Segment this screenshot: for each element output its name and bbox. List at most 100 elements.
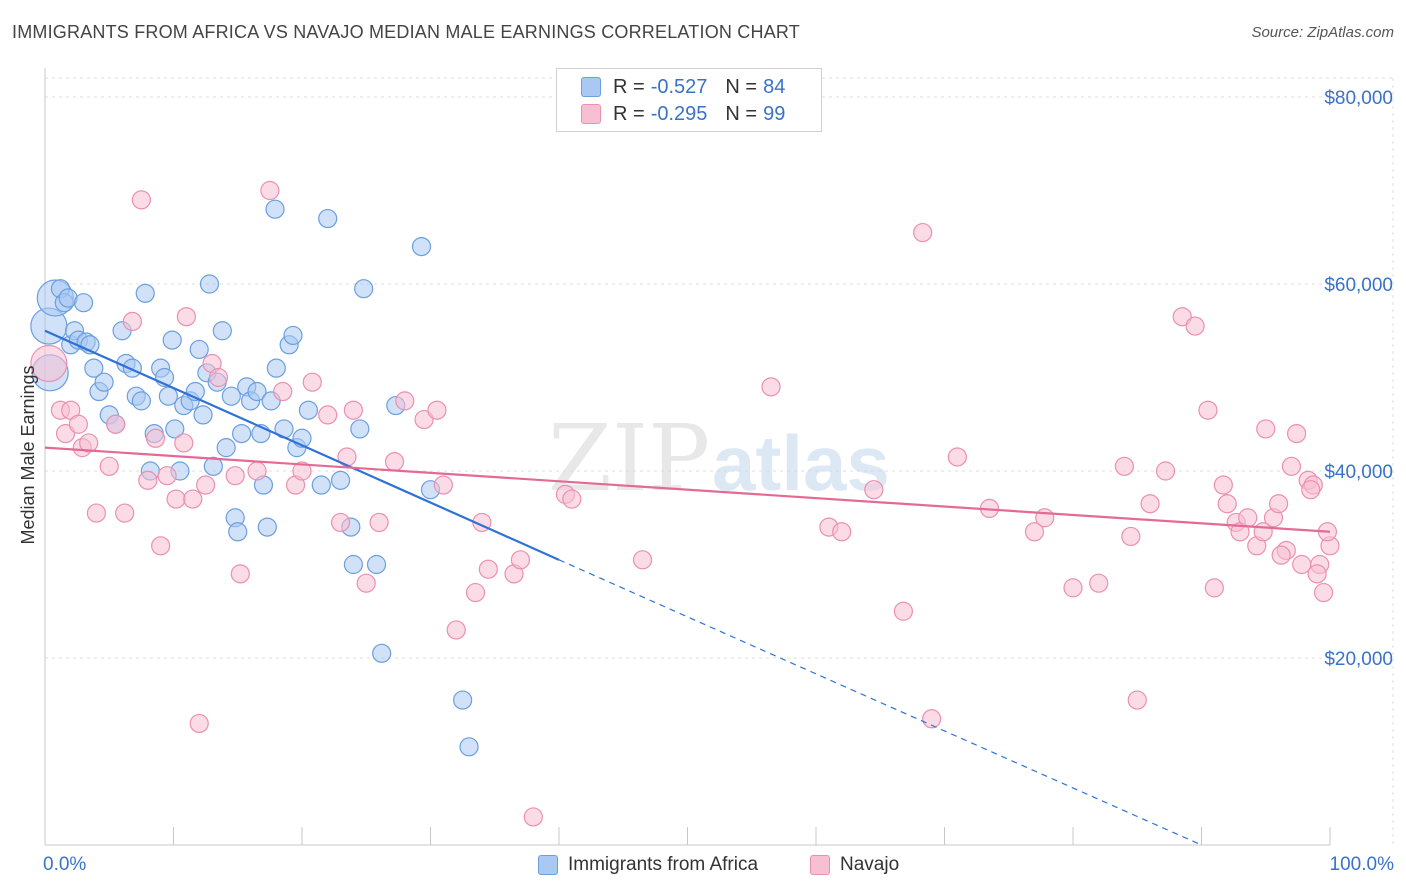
- point-africa: [199, 274, 220, 294]
- y-tick-label: $80,000: [1324, 88, 1393, 109]
- point-navajo: [523, 807, 543, 827]
- point-navajo: [1198, 400, 1218, 420]
- point-navajo: [131, 190, 151, 210]
- point-navajo: [138, 470, 158, 490]
- axis-labels: $20,000 $40,000 $60,000 $80,000 0.0% 100.0%: [43, 88, 1394, 875]
- axes: [44, 68, 1331, 846]
- legend-n-value: 99: [763, 102, 786, 125]
- point-navajo: [947, 447, 967, 467]
- point-navajo: [1204, 578, 1224, 598]
- point-navajo: [151, 536, 171, 556]
- point-africa: [122, 358, 142, 378]
- point-navajo: [632, 550, 653, 570]
- point-navajo: [1089, 573, 1109, 593]
- point-navajo: [157, 466, 177, 486]
- point-navajo: [55, 424, 76, 444]
- point-navajo: [1114, 456, 1135, 476]
- y-tick-label: $20,000: [1324, 649, 1393, 670]
- point-africa: [221, 386, 241, 406]
- point-navajo: [1217, 494, 1237, 514]
- point-navajo: [1024, 522, 1045, 542]
- chart-title: IMMIGRANTS FROM AFRICA VS NAVAJO MEDIAN …: [12, 22, 800, 42]
- point-africa: [94, 372, 114, 392]
- point-navajo: [761, 377, 781, 397]
- point-navajo: [395, 391, 415, 411]
- point-navajo: [260, 180, 280, 201]
- legend-row-navajo: R = -0.295 N = 99: [581, 100, 785, 128]
- point-navajo: [1271, 545, 1291, 565]
- point-navajo: [330, 512, 351, 533]
- point-africa: [193, 405, 213, 425]
- point-africa: [228, 522, 248, 542]
- point-navajo: [208, 367, 229, 388]
- point-navajo: [174, 433, 194, 453]
- point-navajo: [1256, 419, 1276, 439]
- point-navajo: [384, 452, 405, 472]
- point-navajo: [1286, 424, 1307, 444]
- legend-n-label: N =: [725, 75, 758, 98]
- point-navajo: [356, 573, 376, 593]
- point-navajo: [86, 503, 107, 523]
- point-navajo: [913, 222, 933, 243]
- point-navajo: [465, 582, 486, 603]
- point-navajo: [318, 405, 338, 425]
- point-navajo: [1313, 582, 1334, 603]
- point-africa: [459, 737, 479, 757]
- point-africa: [265, 199, 285, 219]
- point-africa: [350, 419, 370, 439]
- point-africa: [283, 325, 303, 346]
- point-navajo: [446, 620, 466, 640]
- bottom-legend-africa: Immigrants from Africa: [538, 852, 758, 878]
- point-africa: [165, 419, 185, 439]
- point-navajo: [1301, 480, 1321, 500]
- point-navajo: [1127, 690, 1147, 710]
- bottom-legend-label-africa: Immigrants from Africa: [568, 854, 759, 875]
- point-navajo: [1140, 494, 1160, 514]
- point-navajo: [343, 400, 363, 420]
- point-africa: [158, 386, 178, 406]
- point-navajo: [1268, 494, 1289, 514]
- legend-row-africa: R = -0.527 N = 84: [581, 73, 785, 101]
- x-tick-label-min: 0.0%: [43, 854, 86, 875]
- point-navajo: [433, 475, 453, 495]
- point-africa: [203, 456, 223, 476]
- legend-swatch-africa: [581, 77, 601, 97]
- point-navajo: [1185, 316, 1205, 336]
- point-navajo: [1281, 456, 1302, 476]
- point-navajo: [832, 522, 852, 542]
- point-navajo: [247, 461, 267, 481]
- point-navajo: [1155, 461, 1176, 481]
- legend-n-label: N =: [725, 102, 758, 125]
- point-navajo: [1307, 564, 1327, 584]
- trend-lines: [44, 329, 1331, 846]
- point-navajo: [273, 381, 293, 402]
- point-navajo: [122, 311, 142, 331]
- point-navajo: [922, 709, 942, 729]
- point-africa: [453, 690, 473, 710]
- legend-swatch-navajo: [581, 104, 601, 124]
- point-navajo: [166, 489, 186, 509]
- point-africa: [212, 321, 232, 341]
- trend-line-africa: [44, 329, 560, 561]
- point-navajo: [1121, 526, 1141, 547]
- y-tick-label: $40,000: [1324, 462, 1393, 483]
- legend-r-label: R =: [613, 75, 645, 98]
- legend-r-value: -0.295: [650, 102, 708, 125]
- point-navajo: [292, 461, 312, 481]
- point-africa: [266, 358, 286, 378]
- point-africa: [366, 554, 387, 575]
- y-axis-label: Median Male Earnings: [18, 365, 38, 544]
- point-africa: [411, 237, 432, 257]
- point-navajo: [302, 372, 322, 392]
- point-africa: [330, 470, 351, 490]
- point-navajo: [1238, 508, 1258, 528]
- point-africa: [247, 381, 267, 402]
- point-africa: [162, 330, 182, 350]
- point-navajo: [893, 601, 913, 621]
- point-navajo: [225, 466, 245, 486]
- point-navajo: [1035, 508, 1055, 528]
- point-africa: [84, 358, 104, 378]
- point-navajo: [189, 713, 209, 734]
- point-navajo: [68, 414, 89, 434]
